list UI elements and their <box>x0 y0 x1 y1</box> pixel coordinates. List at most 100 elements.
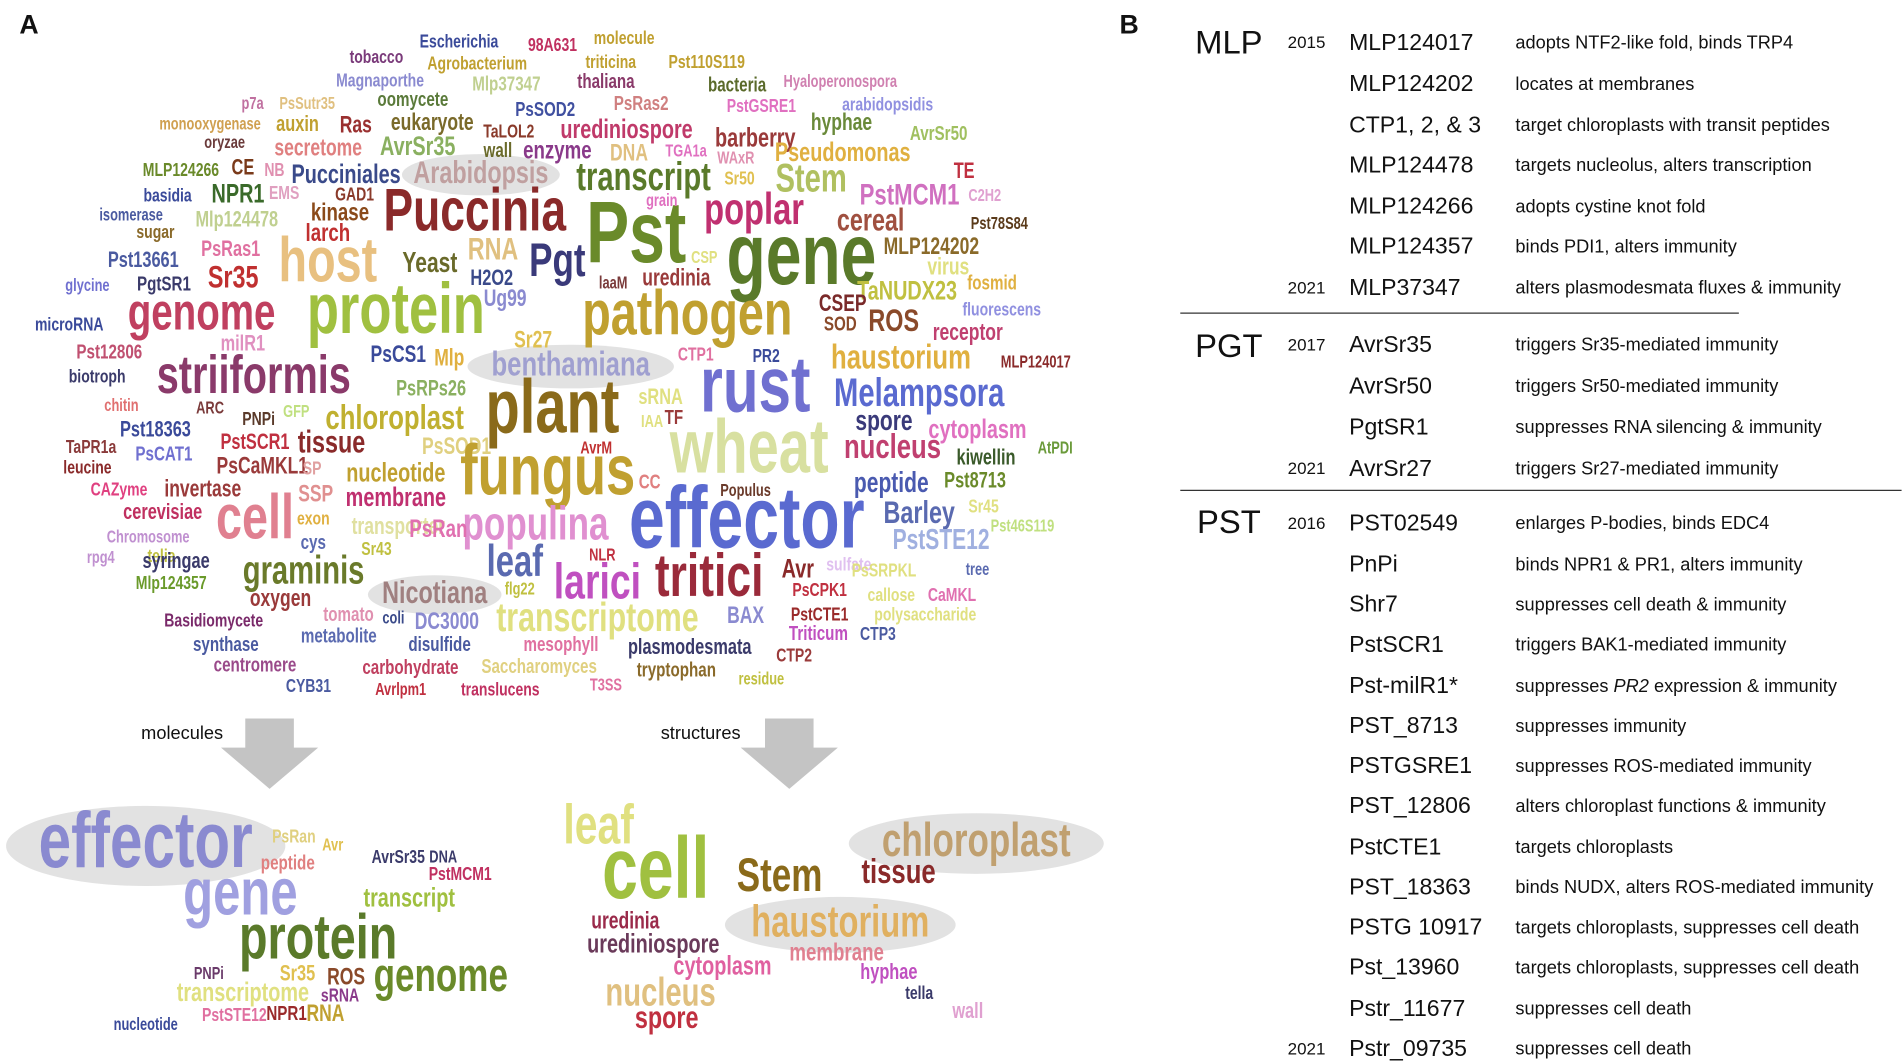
cloud-word: uredinia <box>591 908 659 934</box>
cloud-word: spore <box>635 999 699 1034</box>
cloud-word: RNA <box>468 231 519 266</box>
cloud-word: haustorium <box>831 338 971 377</box>
description-part: PR2 <box>1614 676 1649 696</box>
cloud-word: coli <box>382 609 404 628</box>
cloud-word: triticina <box>585 51 636 73</box>
cloud-word: SOD <box>824 313 857 336</box>
cloud-word: benthamiana <box>491 345 650 384</box>
cloud-word: PgtSR1 <box>137 272 191 295</box>
cloud-word: cereal <box>837 202 905 237</box>
cloud-word: TE <box>954 159 975 184</box>
description: triggers Sr50-mediated immunity <box>1515 376 1779 396</box>
cloud-word: Mlp124478 <box>195 207 278 232</box>
cloud-word: cerevisiae <box>123 500 202 525</box>
highlight <box>848 813 1104 874</box>
cloud-word: tryptophan <box>637 658 716 681</box>
cloud-word: CSEP <box>819 290 867 316</box>
cloud-word: PsSOD1 <box>422 434 491 460</box>
cloud-word: ROS <box>327 964 365 990</box>
cloud-word: NPR1 <box>212 179 265 209</box>
cloud-word: C2H2 <box>968 186 1001 205</box>
cloud-word: Saccharomyces <box>481 655 597 678</box>
cloud-word: Sr27 <box>514 327 552 353</box>
cloud-word: grain <box>646 191 677 210</box>
cloud-word: nucleus <box>605 972 715 1015</box>
cloud-word: CTP1 <box>678 344 714 366</box>
highlight <box>467 344 674 389</box>
cloud-word: PsCPK1 <box>792 579 846 601</box>
cloud-word: sRNA <box>638 385 683 410</box>
cloud-word: barberry <box>715 123 796 153</box>
cloud-word: bacteria <box>708 73 767 96</box>
cloud-word: PsCAT1 <box>135 442 192 465</box>
effector-name: MLP124478 <box>1349 151 1473 177</box>
effector-name: PgtSR1 <box>1349 414 1428 440</box>
cloud-word: chloroplast <box>882 813 1071 866</box>
cloud-word: Melampsora <box>834 372 1005 415</box>
cloud-word: hyphae <box>811 110 872 136</box>
cloud-word: oomycete <box>377 88 448 111</box>
cloud-word: tella <box>905 982 934 1004</box>
description: target chloroplasts with transit peptide… <box>1515 115 1829 135</box>
cloud-word: GFP <box>283 402 309 421</box>
effector-name: AvrSr35 <box>1349 331 1432 357</box>
cloud-word: CYB31 <box>286 675 331 697</box>
cloud-word: cell <box>602 821 709 918</box>
year: 2016 <box>1288 514 1326 533</box>
cloud-word: H2O2 <box>470 266 513 291</box>
year: 2021 <box>1288 1039 1326 1058</box>
description: suppresses cell death <box>1515 1039 1691 1059</box>
cloud-word: populina <box>463 496 610 549</box>
cloud-word: fosmid <box>967 271 1017 294</box>
cloud-word: Sr43 <box>361 538 391 560</box>
group-label: PST <box>1197 503 1261 540</box>
cloud-word: sulfate <box>826 554 871 576</box>
cloud-word: rpg4 <box>87 548 115 567</box>
cloud-word: metabolite <box>301 624 377 647</box>
cloud-word: DC3000 <box>415 608 479 634</box>
cloud-word: plant <box>486 366 620 450</box>
cloud-word: pathogen <box>582 278 792 348</box>
description: locates at membranes <box>1515 74 1694 94</box>
cloud-word: PstSCR1 <box>220 430 289 455</box>
cloud-word: PstMCM1 <box>860 177 960 211</box>
cloud-word: Pst110S119 <box>669 51 745 73</box>
cloud-word: Hyaloperonospora <box>784 72 898 91</box>
effector-name: PstSCR1 <box>1349 631 1444 657</box>
cloud-word: CSP <box>691 248 717 267</box>
cloud-word: Stem <box>737 848 823 901</box>
effector-name: PST_12806 <box>1349 792 1471 818</box>
cloud-word: Mlp37347 <box>472 72 540 95</box>
cloud-word: peptide <box>261 851 315 874</box>
panel-label: B <box>1120 10 1139 40</box>
year: 2015 <box>1288 33 1326 52</box>
cloud-word: disulfide <box>408 633 470 656</box>
cloud-word: Escherichia <box>420 30 499 52</box>
cloud-word: telia <box>147 545 176 567</box>
cloud-word: virus <box>927 254 969 280</box>
cloud-word: leaf <box>563 795 634 856</box>
cloud-word: microRNA <box>35 313 103 335</box>
effector-name: Pstr_11677 <box>1349 995 1465 1021</box>
cloud-word: urediniospore <box>560 114 692 144</box>
cloud-word: leucine <box>63 456 111 478</box>
arrow <box>221 718 319 789</box>
cloud-word: CTP3 <box>860 623 896 645</box>
cloud-word: CTP2 <box>776 645 812 667</box>
cloud-word: protein <box>239 902 397 972</box>
cloud-word: WAxR <box>717 149 754 168</box>
cloud-word: transcript <box>363 883 455 913</box>
cloud-word: effector <box>629 470 865 567</box>
cloud-word: SP <box>303 458 322 480</box>
effector-name: PST_8713 <box>1349 712 1458 738</box>
cloud-word: MLP124266 <box>143 159 219 181</box>
cloud-word: IAA <box>641 412 663 431</box>
cloud-word: wall <box>483 139 513 162</box>
cloud-word: enzyme <box>523 136 592 164</box>
description: targets chloroplasts <box>1515 837 1673 857</box>
cloud-word: syringae <box>142 548 209 573</box>
effector-name: MLP124357 <box>1349 233 1473 259</box>
arrow-label: structures <box>661 723 741 743</box>
cloud-word: basidia <box>143 185 192 207</box>
